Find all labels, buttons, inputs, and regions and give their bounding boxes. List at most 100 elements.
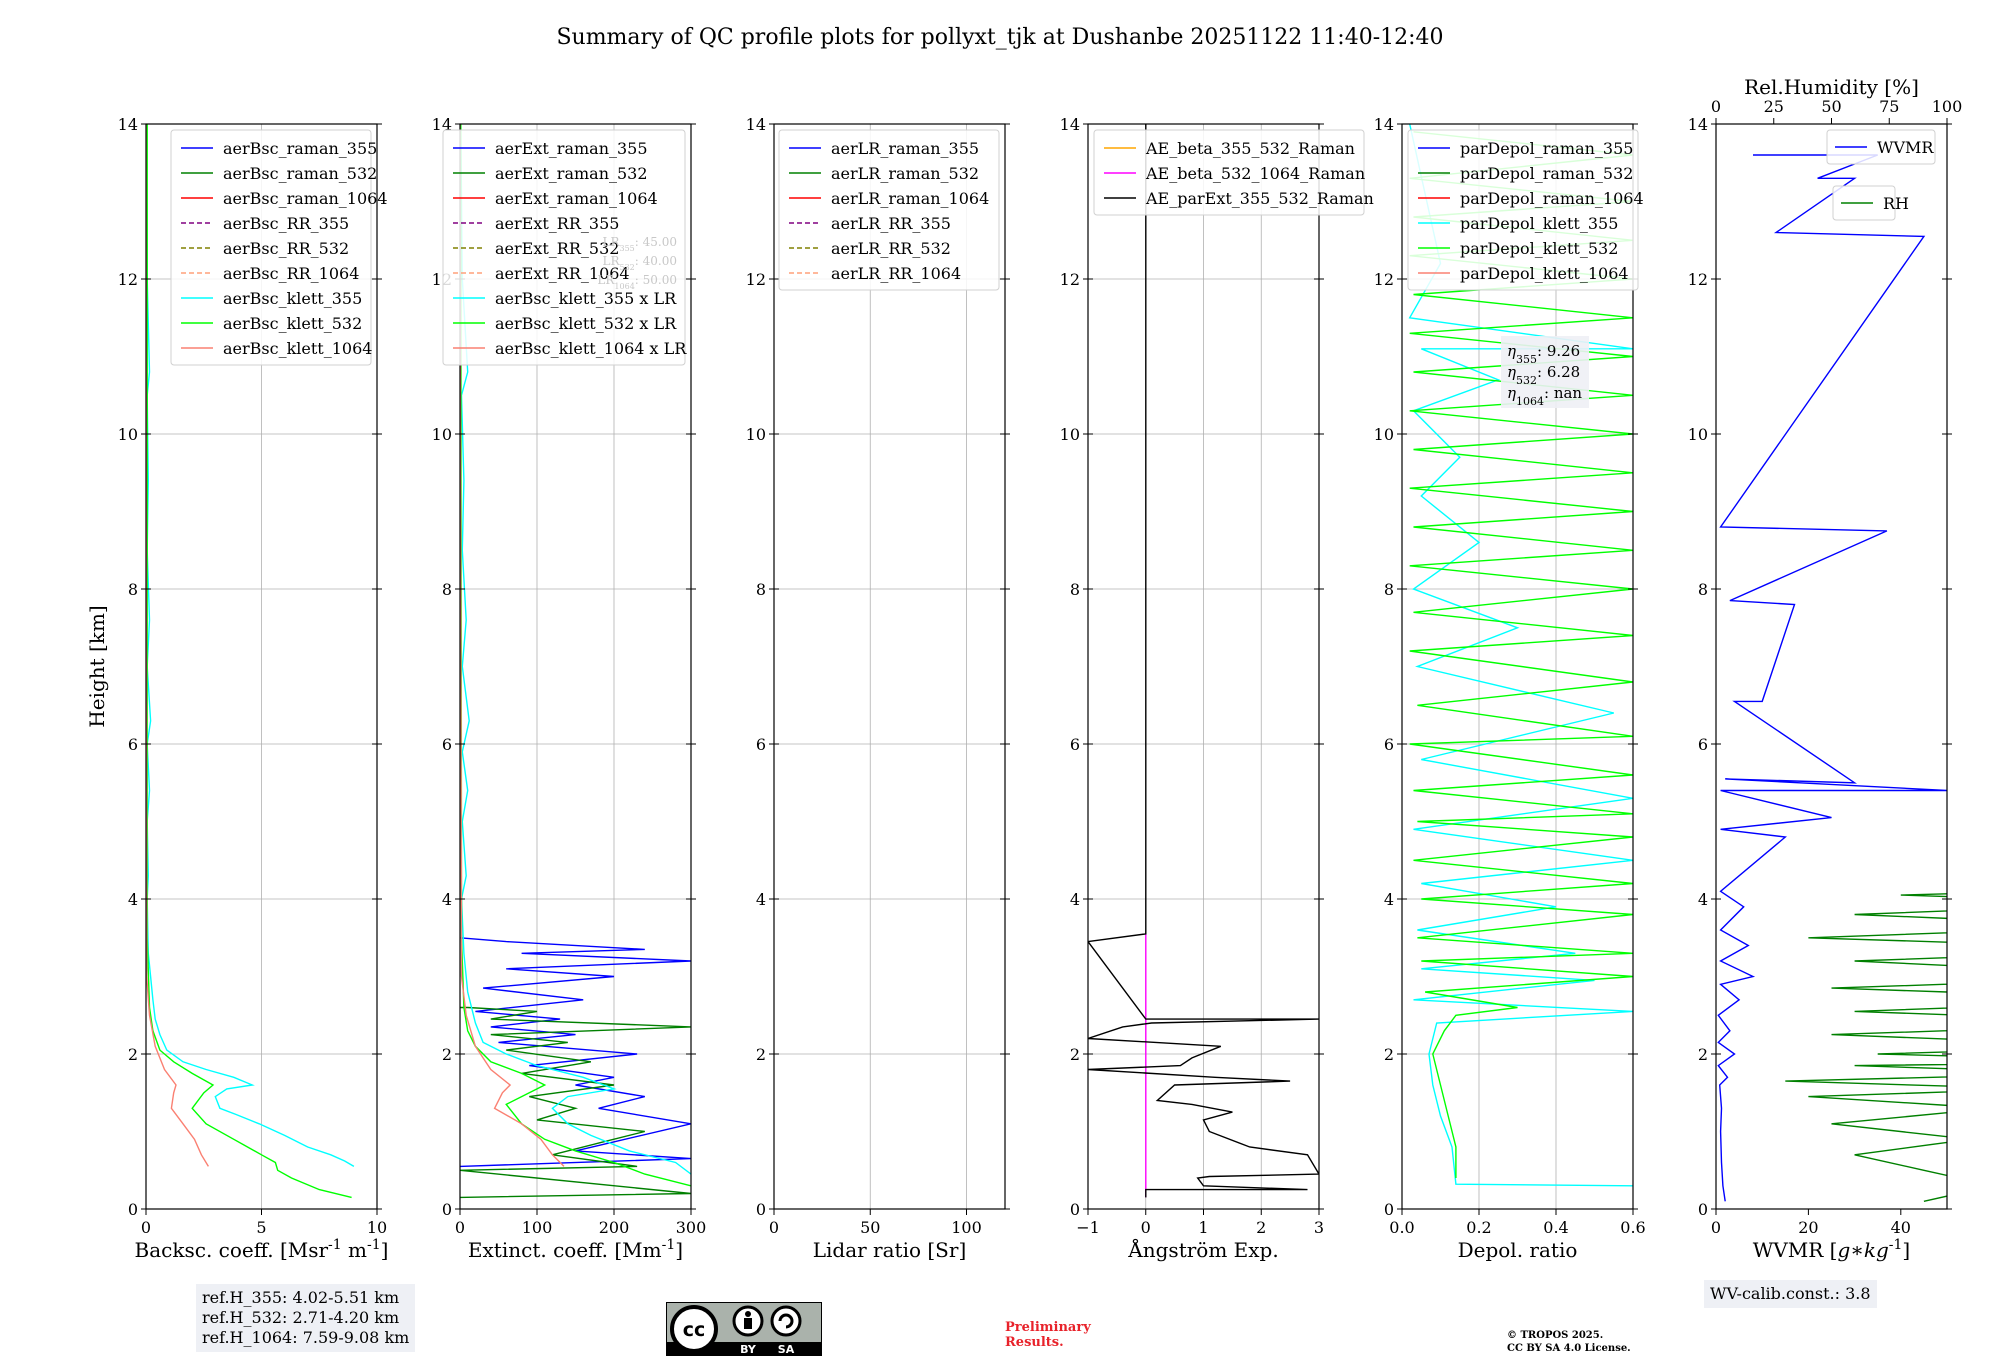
x-tick-label: 5 (256, 1218, 266, 1237)
legend-label: aerBsc_klett_1064 (223, 339, 372, 358)
series-parDepol_klett_355 (1408, 124, 1633, 1187)
x-axis-label: Depol. ratio (1458, 1238, 1578, 1262)
y-tick-label: 14 (1374, 115, 1394, 134)
legend-label: RH (1883, 194, 1909, 213)
legend-label: AE_parExt_355_532_Raman (1145, 189, 1374, 208)
legend-label: aerBsc_raman_355 (223, 139, 377, 158)
y-tick-label: 14 (432, 115, 452, 134)
y-tick-label: 0 (1698, 1200, 1708, 1219)
lr-annotation: LR532: 40.00 (602, 254, 677, 272)
y-tick-label: 4 (128, 890, 138, 909)
x-tick-label: 0.2 (1466, 1218, 1491, 1237)
y-tick-label: 12 (1688, 270, 1708, 289)
y-tick-label: 6 (442, 735, 452, 754)
top-x-tick-label: 75 (1879, 97, 1899, 116)
legend-label: aerBsc_klett_532 (223, 314, 362, 333)
legend-label: aerLR_RR_532 (831, 239, 951, 258)
legend-label: parDepol_raman_1064 (1460, 189, 1644, 208)
legend-label: parDepol_klett_355 (1460, 214, 1618, 233)
x-tick-label: 300 (676, 1218, 707, 1237)
x-tick-label: 2 (1256, 1218, 1266, 1237)
y-tick-label: 8 (442, 580, 452, 599)
y-tick-label: 10 (118, 425, 138, 444)
y-tick-label: 6 (756, 735, 766, 754)
legend: WVMR RH (1826, 129, 1936, 221)
preliminary-results-note: Preliminary Results. (1005, 1320, 1091, 1350)
top-x-tick-label: 50 (1821, 97, 1841, 116)
eta-annotation-box (1501, 336, 1589, 408)
series-group (1408, 124, 1633, 1187)
wv-calibration-box: WV-calib.const.: 3.8 (1704, 1280, 1877, 1308)
legend-box (1093, 129, 1365, 216)
by-label: BY (740, 1343, 757, 1356)
series-group (146, 124, 355, 1199)
series-RH (1785, 893, 1947, 1202)
y-tick-label: 12 (1060, 270, 1080, 289)
y-tick-label: 4 (1698, 890, 1708, 909)
y-tick-label: 2 (1698, 1045, 1708, 1064)
legend-label: aerBsc_RR_1064 (223, 264, 359, 283)
series-parDepol_klett_532 (1409, 131, 1633, 1178)
cc-logo-text: cc (683, 1319, 706, 1341)
x-tick-label: 0.4 (1543, 1218, 1568, 1237)
legend-label: aerBsc_klett_1064 x LR (495, 339, 687, 358)
legend-label: parDepol_raman_532 (1460, 164, 1633, 183)
eta-annotation: η1064: nan (1507, 384, 1582, 408)
y-tick-label: 4 (1070, 890, 1080, 909)
series-aerBsc_klett_355 x LR (460, 124, 691, 1175)
y-axis-label: Height [km] (85, 605, 109, 727)
x-axis-label: Ångström Exp. (1127, 1237, 1278, 1262)
x-tick-label: 3 (1314, 1218, 1324, 1237)
preliminary-line-2: Results. (1005, 1335, 1064, 1350)
ref-height-532: ref.H_532: 2.71-4.20 km (202, 1308, 400, 1327)
legend-label: parDepol_klett_1064 (1460, 264, 1629, 283)
x-tick-label: 0 (769, 1218, 779, 1237)
x-tick-label: 100 (522, 1218, 553, 1237)
y-tick-label: 10 (1060, 425, 1080, 444)
legend-label: aerBsc_klett_355 x LR (495, 289, 677, 308)
lr-annotation: LR355: 45.00 (602, 235, 677, 253)
sa-label: SA (778, 1343, 795, 1356)
figure-title: Summary of QC profile plots for pollyxt_… (556, 25, 1443, 50)
legend-label: aerLR_raman_532 (831, 164, 979, 183)
series-aerBsc_klett_1064 (146, 124, 209, 1167)
copyright-line-2: CC BY SA 4.0 License. (1507, 1343, 1631, 1354)
y-tick-label: 0 (756, 1200, 766, 1219)
x-tick-label: 0 (455, 1218, 465, 1237)
y-tick-label: 4 (442, 890, 452, 909)
series-aerExt_raman_355 (460, 937, 691, 1168)
series-aerBsc_klett_355 (146, 124, 355, 1168)
y-tick-label: 14 (746, 115, 766, 134)
legend-label: aerLR_raman_355 (831, 139, 979, 158)
x-tick-label: 0.6 (1620, 1218, 1645, 1237)
x-axis-label: Extinct. coeff. [Mm-1] (468, 1237, 683, 1262)
x-tick-label: 10 (367, 1218, 387, 1237)
y-tick-label: 4 (1384, 890, 1394, 909)
legend-label: AE_beta_355_532_Raman (1145, 139, 1355, 158)
reference-height-box: ref.H_355: 4.02-5.51 km ref.H_532: 2.71-… (196, 1284, 416, 1352)
legend-label: aerExt_RR_1064 (495, 264, 630, 283)
y-tick-label: 0 (1384, 1200, 1394, 1219)
preliminary-line-1: Preliminary (1005, 1320, 1091, 1335)
y-tick-label: 4 (756, 890, 766, 909)
x-tick-label: −1 (1076, 1218, 1100, 1237)
y-tick-label: 10 (746, 425, 766, 444)
top-x-axis-label: Rel.Humidity [%] (1744, 75, 1919, 99)
series-group (460, 124, 691, 1199)
top-x-tick-label: 25 (1764, 97, 1784, 116)
legend: aerBsc_raman_355 aerBsc_raman_532 aerBsc_r… (170, 129, 388, 366)
y-tick-label: 14 (1688, 115, 1708, 134)
series-WVMR (1717, 154, 1947, 1202)
legend-box (778, 129, 1000, 291)
eta-annotation: η532: 6.28 (1507, 363, 1580, 387)
legend-label: aerBsc_klett_532 x LR (495, 314, 677, 333)
axes-frame (1401, 123, 1634, 1210)
legend-box (442, 129, 686, 366)
y-tick-label: 10 (1688, 425, 1708, 444)
sa-share-alike-icon (770, 1305, 802, 1337)
